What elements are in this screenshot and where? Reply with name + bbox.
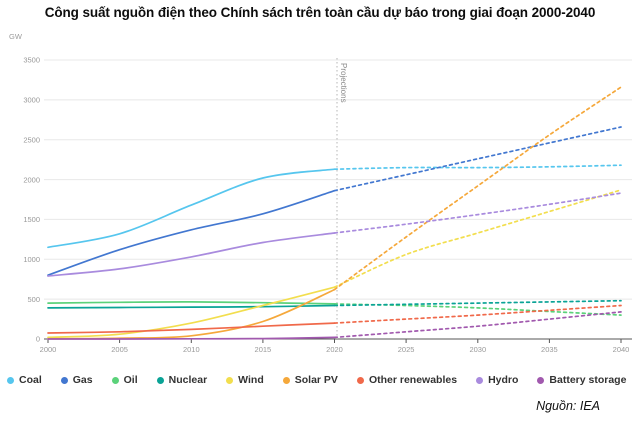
x-tick-label: 2025 [398, 345, 415, 354]
legend-label: Wind [238, 374, 264, 386]
x-tick-label: 2035 [541, 345, 558, 354]
y-tick-label: 0 [36, 335, 40, 344]
projections-label: Projections [339, 63, 348, 103]
y-tick-label: 500 [27, 295, 40, 304]
series-projection-nuclear [333, 299, 622, 307]
legend-label: Gas [72, 374, 93, 386]
x-tick-label: 2010 [183, 345, 200, 354]
series-line-oil [47, 301, 336, 305]
legend-item-solar-pv: Solar PV [282, 374, 338, 386]
legend-item-nuclear: Nuclear [156, 374, 208, 386]
legend-item-other-renewables: Other renewables [356, 374, 458, 386]
legend-dot-nuclear [156, 376, 164, 384]
y-tick-label: 3500 [23, 56, 40, 65]
legend-item-gas: Gas [60, 374, 93, 386]
y-tick-label: 2500 [23, 135, 40, 144]
x-tick-label: 2000 [40, 345, 57, 354]
source-note: Nguồn: IEA [536, 399, 600, 413]
legend-dot-hydro [476, 376, 484, 384]
series-projection-solar-pv [333, 86, 622, 291]
legend-dot-oil [111, 376, 119, 384]
series-line-hydro [47, 232, 336, 277]
legend-label: Battery storage [549, 374, 627, 386]
series-line-solar-pv [47, 288, 336, 340]
legend-item-oil: Oil [111, 374, 138, 386]
legend-label: Nuclear [168, 374, 208, 386]
y-tick-label: 3000 [23, 96, 40, 105]
series-line-wind [47, 286, 336, 339]
y-tick-label: 2000 [23, 175, 40, 184]
series-line-other-renewables [47, 322, 336, 334]
legend-item-coal: Coal [7, 374, 42, 386]
legend-item-battery-storage: Battery storage [537, 374, 626, 386]
y-tick-label: 1500 [23, 215, 40, 224]
chart-title: Công suất nguồn điện theo Chính sách trê… [44, 5, 596, 20]
series-line-battery-storage [47, 336, 336, 340]
legend-dot-solar-pv [282, 376, 290, 384]
y-axis-unit-label: GW [9, 32, 22, 41]
legend-dot-other-renewables [356, 376, 364, 384]
series-projection-wind [333, 189, 622, 289]
x-tick-label: 2040 [613, 345, 630, 354]
series-projection-gas [333, 126, 622, 192]
series-projection-coal [333, 164, 622, 171]
legend-label: Oil [123, 374, 138, 386]
legend-dot-gas [60, 376, 68, 384]
legend-label: Other renewables [368, 374, 458, 386]
legend-dot-battery-storage [537, 376, 545, 384]
series-projection-other-renewables [333, 304, 622, 324]
x-tick-label: 2015 [255, 345, 272, 354]
legend-label: Hydro [488, 374, 519, 386]
legend-item-wind: Wind [226, 374, 264, 386]
series-line-gas [47, 189, 336, 277]
chart-legend: Coal Gas Oil Nuclear Wind Solar PV Other renew… [7, 374, 626, 386]
legend-label: Coal [19, 374, 42, 386]
series-projection-oil [333, 303, 622, 316]
series-projection-battery-storage [333, 311, 622, 339]
legend-dot-wind [226, 376, 234, 384]
x-tick-label: 2030 [469, 345, 486, 354]
chart-area: 0 500 1000 1500 2000 2500 3000 3500 2000 2005 2010… [23, 56, 632, 354]
y-tick-label: 1000 [23, 255, 40, 264]
legend-item-hydro: Hydro [476, 374, 518, 386]
series-line-coal [47, 168, 336, 249]
series-line-nuclear [47, 304, 336, 309]
x-tick-label: 2020 [326, 345, 343, 354]
legend-label: Solar PV [294, 374, 338, 386]
x-tick-label: 2005 [111, 345, 128, 354]
legend-dot-coal [7, 376, 14, 384]
series-projection-hydro [333, 192, 622, 234]
